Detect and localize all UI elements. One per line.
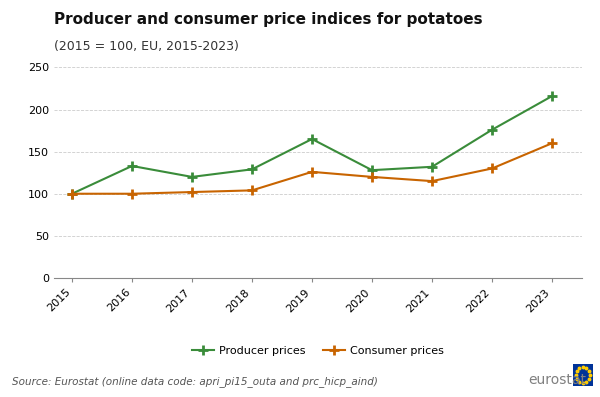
Text: (2015 = 100, EU, 2015-2023): (2015 = 100, EU, 2015-2023) (54, 40, 239, 53)
Text: Source: Eurostat (online data code: apri_pi15_outa and prc_hicp_aind): Source: Eurostat (online data code: apri… (12, 376, 378, 387)
Legend: Producer prices, Consumer prices: Producer prices, Consumer prices (187, 342, 449, 361)
Text: eurostat: eurostat (528, 373, 586, 387)
Text: Producer and consumer price indices for potatoes: Producer and consumer price indices for … (54, 12, 482, 27)
